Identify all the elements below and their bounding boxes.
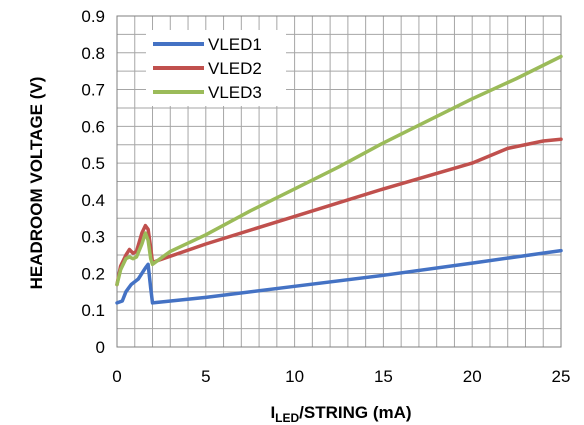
x-tick-label: 5 [201,367,210,386]
x-axis-title-main: I [270,403,275,422]
y-tick-labels: 0 0.1 0.2 0.3 0.4 0.5 0.6 0.7 0.8 0.9 [81,7,105,357]
y-tick-label: 0.4 [81,191,105,210]
x-axis-title-subscript: LED [275,411,299,425]
y-tick-label: 0.2 [81,264,105,283]
x-tick-label: 15 [374,367,393,386]
series-layer [115,54,563,305]
x-tick-label: 0 [112,367,121,386]
series-line-vled2 [115,137,563,287]
legend: VLED1 VLED2 VLED3 [146,30,286,106]
series-line-vled3 [115,54,563,287]
y-tick-label: 0.9 [81,7,105,26]
legend-label-vled3: VLED3 [208,83,262,102]
series-line-vled1 [115,248,563,305]
legend-label-vled2: VLED2 [208,59,262,78]
x-tick-label: 10 [285,367,304,386]
x-tick-label: 25 [552,367,571,386]
x-axis-title: ILED/STRING (mA) [270,403,411,425]
y-axis-title: HEADROOM VOLTAGE (V) [27,77,46,290]
x-tick-label: 20 [463,367,482,386]
y-tick-label: 0.8 [81,44,105,63]
y-tick-label: 0.6 [81,117,105,136]
plot-area-frame [116,15,562,348]
x-axis-title-rest: /STRING (mA) [299,403,411,422]
legend-label-vled1: VLED1 [208,35,262,54]
y-tick-label: 0.1 [81,301,105,320]
y-tick-label: 0.7 [81,81,105,100]
x-tick-labels: 0 5 10 15 20 25 [112,367,570,386]
y-tick-label: 0.5 [81,154,105,173]
y-tick-label: 0 [96,338,105,357]
y-tick-label: 0.3 [81,228,105,247]
